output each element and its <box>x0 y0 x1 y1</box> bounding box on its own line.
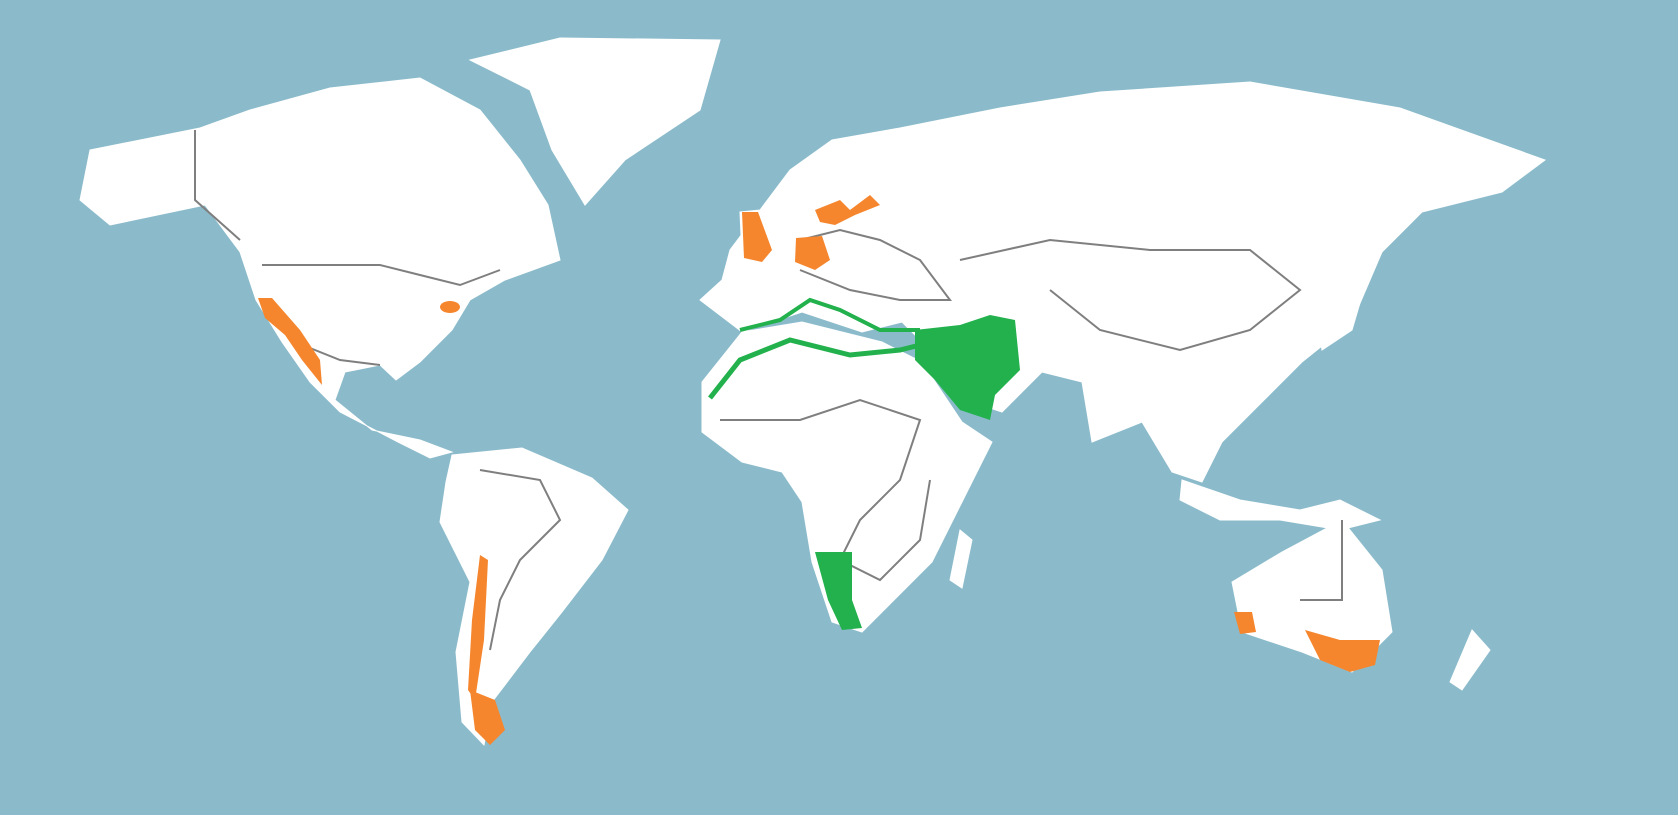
region-california <box>258 298 322 385</box>
region-patagonia <box>470 690 505 745</box>
alaska-canada-border <box>194 130 241 241</box>
region-sweden <box>815 195 880 225</box>
region-north-mediterranean-coast <box>739 297 920 332</box>
region-uk <box>742 212 772 262</box>
north-america <box>79 77 561 459</box>
country-borders <box>194 130 1343 651</box>
region-chile <box>468 555 488 700</box>
landmasses <box>79 37 1547 747</box>
highlighted-regions-green <box>708 297 1020 630</box>
europe-borders <box>799 228 952 301</box>
australia <box>1231 519 1393 673</box>
highlighted-regions-orange <box>258 195 1380 745</box>
africa-borders <box>720 398 931 582</box>
region-namibia <box>815 552 862 630</box>
region-middle-east <box>915 315 1020 420</box>
indonesia <box>1179 479 1382 531</box>
australia-borders <box>1300 520 1343 601</box>
region-se-australia <box>1305 630 1380 672</box>
africa <box>701 321 993 633</box>
region-ohio <box>440 301 460 313</box>
region-sw-australia <box>1234 612 1256 634</box>
region-germany <box>795 236 830 270</box>
new-zealand <box>1449 629 1491 691</box>
madagascar <box>949 529 973 589</box>
south-america-borders <box>479 469 562 651</box>
japan <box>1319 259 1373 351</box>
greenland <box>468 37 721 206</box>
us-canada-border <box>262 264 501 287</box>
region-mediterranean-coast <box>708 337 941 400</box>
asia-borders <box>959 238 1302 352</box>
